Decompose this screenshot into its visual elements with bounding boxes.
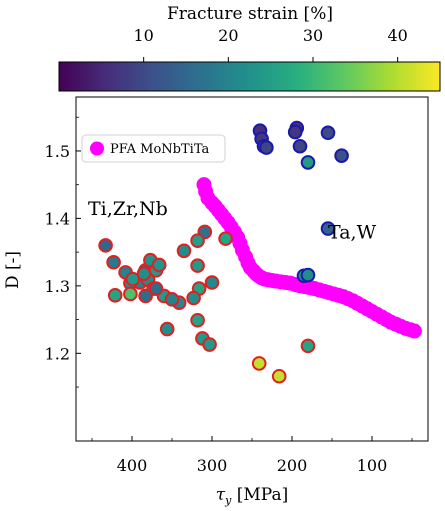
annotation-ta-w: Ta,W (328, 222, 377, 244)
ti-zr-nb-point (300, 338, 316, 354)
ti-zr-nb-point (123, 286, 138, 302)
ti-zr-nb-point (98, 238, 113, 253)
axis-ticks: 400 300 200 100 1.2 1.3 1.4 1.5 (45, 116, 413, 475)
legend: PFA MoNbTiTa (81, 134, 226, 163)
ti-zr-nb-point (136, 266, 152, 282)
ta-w-point (334, 148, 349, 163)
colorbar-tick-label: 30 (303, 26, 323, 45)
ti-zr-nb-point (106, 254, 121, 270)
colorbar: Fracture strain [%] 10 20 30 40 (58, 4, 441, 92)
colorbar-ticks: 10 20 30 40 (133, 26, 408, 62)
y-tick-label: 1.3 (45, 277, 70, 296)
x-axis-unit: [MPa] (231, 485, 288, 505)
ti-zr-nb-point (176, 243, 192, 259)
ta-w-point (300, 267, 316, 283)
x-axis-subscript: y (224, 494, 232, 507)
legend-label: PFA MoNbTiTa (110, 142, 209, 157)
ti-zr-nb-point (190, 258, 205, 273)
pfa-point (406, 323, 422, 339)
y-tick-label: 1.4 (45, 209, 70, 228)
y-tick-label: 1.2 (45, 344, 70, 363)
colorbar-tick-label: 20 (218, 26, 238, 45)
ti-zr-nb-point (251, 356, 267, 371)
annotation-ti-zr-nb: Ti,Zr,Nb (88, 198, 168, 220)
ta-w-point (320, 221, 336, 236)
x-tick-label: 200 (277, 456, 308, 475)
ta-w-point (287, 124, 303, 140)
ti-zr-nb-point (148, 281, 164, 296)
ti-zr-nb-point (151, 257, 167, 273)
ti-zr-nb-point (159, 321, 175, 337)
x-tick-label: 300 (197, 456, 228, 475)
y-tick-label: 1.5 (45, 142, 70, 161)
ti-zr-nb-point (202, 337, 217, 352)
colorbar-tick-label: 10 (133, 26, 153, 45)
ti-zr-nb-point (190, 233, 205, 248)
ta-w-point (292, 138, 308, 154)
colorbar-gradient (58, 61, 441, 92)
legend-box (81, 134, 226, 163)
ta-w-point (259, 140, 274, 155)
ti-zr-nb-point (164, 292, 180, 307)
x-tick-label: 400 (117, 456, 148, 475)
x-axis-label: τy [MPa] (216, 485, 289, 507)
ti-zr-nb-point (271, 368, 287, 384)
colorbar-tick-label: 40 (387, 26, 407, 45)
ta-w-point (320, 125, 336, 141)
x-axis-symbol: τ (216, 485, 226, 505)
x-tick-label: 100 (357, 456, 388, 475)
ti-zr-nb-point (107, 288, 123, 303)
plot-markers (98, 120, 422, 384)
ti-zr-nb-point (204, 275, 220, 290)
ti-zr-nb-point (218, 231, 233, 246)
colorbar-label: Fracture strain [%] (167, 4, 333, 24)
legend-marker (90, 141, 104, 156)
ti-zr-nb-point (138, 288, 153, 304)
ta-w-point (300, 155, 316, 170)
ti-zr-nb-point (190, 312, 205, 328)
ti-zr-nb-point (186, 290, 201, 306)
y-axis-label: D [-] (3, 251, 23, 289)
